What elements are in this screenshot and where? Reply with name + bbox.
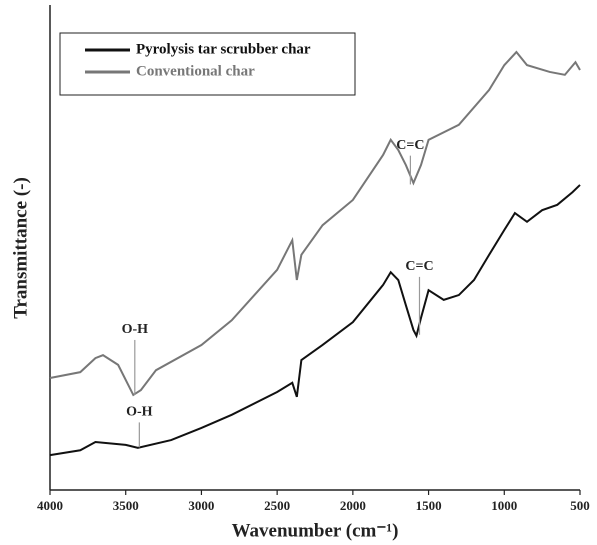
annotation: O-H <box>126 405 153 420</box>
annotation: C=C <box>396 138 424 153</box>
data-line <box>49 50 581 397</box>
annotation: O-H <box>122 322 149 337</box>
x-tick-label: 2500 <box>264 498 290 513</box>
legend-label: Pyrolysis tar scrubber char <box>136 41 311 57</box>
y-axis-title: Transmittance (-) <box>10 177 31 319</box>
x-tick-label: 3000 <box>188 498 214 513</box>
x-tick-label: 500 <box>570 498 590 513</box>
x-tick-label: 1000 <box>491 498 517 513</box>
legend-box <box>59 32 356 96</box>
x-axis-title: Wavenumber (cm⁻¹) <box>232 520 399 541</box>
annotation: C=C <box>405 259 433 274</box>
data-line <box>49 184 581 457</box>
legend-label: Conventional char <box>136 63 255 79</box>
x-tick-label: 1500 <box>416 498 442 513</box>
x-tick-label: 4000 <box>37 498 63 513</box>
x-tick-label: 2000 <box>340 498 366 513</box>
x-tick-label: 3500 <box>113 498 139 513</box>
